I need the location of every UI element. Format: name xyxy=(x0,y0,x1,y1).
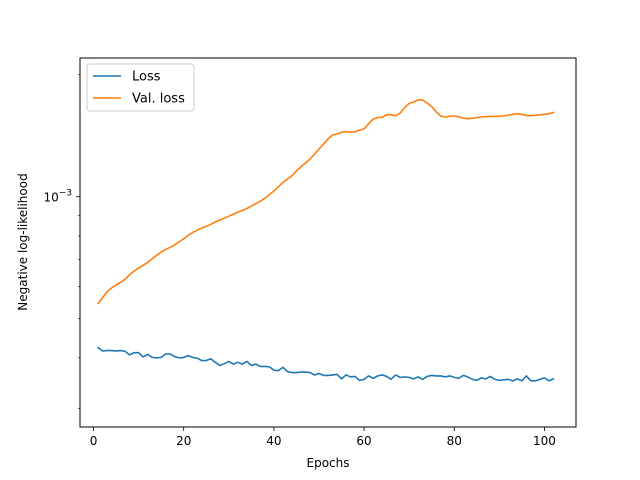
y-axis-label: Negative log-likelihood xyxy=(16,173,30,310)
x-axis: 0 20 40 60 80 100 xyxy=(90,427,556,448)
x-tick-label: 100 xyxy=(533,434,556,448)
legend: Loss Val. loss xyxy=(86,63,195,112)
x-tick-label: 0 xyxy=(90,434,98,448)
legend-label-val-loss: Val. loss xyxy=(132,92,185,107)
x-axis-label: Epochs xyxy=(307,456,350,470)
plot-area xyxy=(79,57,577,428)
legend-label-loss: Loss xyxy=(132,70,161,85)
x-tick-label: 20 xyxy=(176,434,191,448)
x-tick-label: 60 xyxy=(356,434,371,448)
y-axis: 10−3 xyxy=(43,74,80,409)
x-tick-label: 80 xyxy=(447,434,462,448)
series-line-val-loss xyxy=(96,98,555,305)
x-tick-label: 40 xyxy=(266,434,281,448)
y-tick-label: 10−3 xyxy=(43,189,72,205)
axes-frame xyxy=(79,57,577,428)
series-line-loss xyxy=(96,346,555,382)
series-layer xyxy=(96,98,555,382)
